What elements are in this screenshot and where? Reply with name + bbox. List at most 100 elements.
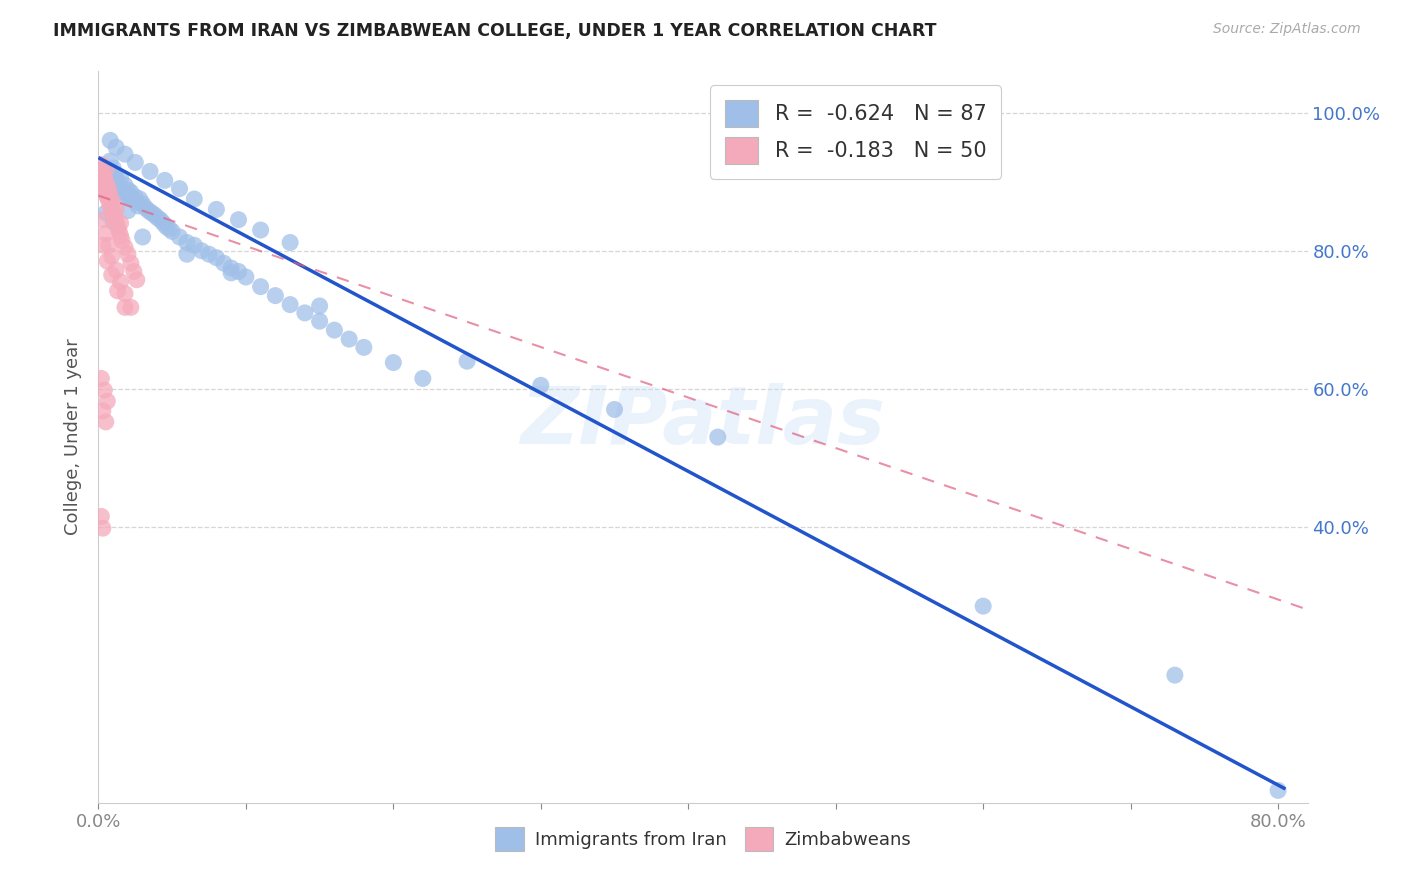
Point bbox=[104, 166, 127, 180]
Point bbox=[131, 197, 153, 211]
Point bbox=[91, 238, 114, 252]
Y-axis label: College, Under 1 year: College, Under 1 year bbox=[63, 339, 82, 535]
Point bbox=[125, 195, 148, 210]
Point bbox=[105, 263, 128, 277]
Point bbox=[107, 284, 129, 298]
Point bbox=[93, 383, 115, 397]
Point bbox=[176, 235, 198, 250]
Point bbox=[91, 521, 114, 535]
Point bbox=[139, 164, 162, 178]
Legend: Immigrants from Iran, Zimbabweans: Immigrants from Iran, Zimbabweans bbox=[486, 818, 920, 860]
Point bbox=[249, 223, 271, 237]
Point bbox=[155, 219, 177, 234]
Point bbox=[97, 183, 120, 197]
Point bbox=[1267, 783, 1289, 797]
Point bbox=[152, 216, 174, 230]
Point bbox=[235, 270, 257, 285]
Point bbox=[128, 192, 150, 206]
Point bbox=[124, 155, 146, 169]
Point bbox=[93, 175, 115, 189]
Point bbox=[169, 182, 191, 196]
Point bbox=[114, 147, 136, 161]
Point bbox=[111, 234, 134, 248]
Point bbox=[108, 183, 131, 197]
Point bbox=[94, 162, 117, 177]
Point bbox=[120, 301, 142, 315]
Point bbox=[110, 216, 132, 230]
Point bbox=[603, 402, 626, 417]
Point bbox=[308, 314, 330, 328]
Point bbox=[117, 203, 139, 218]
Point bbox=[98, 154, 121, 169]
Point bbox=[112, 188, 135, 202]
Point bbox=[160, 224, 183, 238]
Point bbox=[122, 264, 145, 278]
Point bbox=[107, 219, 129, 234]
Point bbox=[115, 187, 138, 202]
Point bbox=[249, 279, 271, 293]
Point bbox=[146, 211, 169, 225]
Point bbox=[98, 133, 121, 147]
Point bbox=[91, 178, 114, 193]
Point bbox=[294, 306, 316, 320]
Point bbox=[131, 230, 153, 244]
Point bbox=[100, 171, 122, 186]
Point bbox=[117, 247, 139, 261]
Point bbox=[91, 404, 114, 418]
Point bbox=[94, 415, 117, 429]
Point bbox=[100, 249, 122, 263]
Point bbox=[94, 168, 117, 182]
Point bbox=[143, 208, 166, 222]
Point bbox=[114, 301, 136, 315]
Point bbox=[120, 185, 142, 199]
Point bbox=[278, 235, 301, 250]
Point bbox=[90, 509, 112, 524]
Point bbox=[105, 171, 128, 186]
Point bbox=[107, 175, 129, 189]
Point bbox=[96, 190, 118, 204]
Point bbox=[157, 221, 180, 235]
Point bbox=[120, 256, 142, 270]
Point bbox=[94, 175, 117, 189]
Point bbox=[101, 161, 124, 175]
Point bbox=[105, 178, 128, 193]
Point bbox=[138, 203, 160, 218]
Point bbox=[105, 140, 128, 154]
Point bbox=[125, 273, 148, 287]
Point bbox=[118, 190, 141, 204]
Point bbox=[101, 206, 124, 220]
Text: Source: ZipAtlas.com: Source: ZipAtlas.com bbox=[1213, 22, 1361, 37]
Point bbox=[110, 171, 132, 186]
Point bbox=[219, 266, 242, 280]
Point bbox=[97, 185, 120, 199]
Point bbox=[530, 378, 553, 392]
Point bbox=[98, 188, 121, 202]
Point bbox=[101, 215, 124, 229]
Point bbox=[93, 169, 115, 184]
Point bbox=[382, 355, 405, 369]
Point bbox=[104, 211, 127, 225]
Point bbox=[219, 260, 242, 275]
Point bbox=[337, 332, 360, 346]
Point bbox=[96, 394, 118, 409]
Point bbox=[176, 247, 198, 261]
Point bbox=[117, 183, 139, 197]
Point bbox=[706, 430, 728, 444]
Point bbox=[98, 199, 121, 213]
Point bbox=[100, 203, 122, 218]
Point bbox=[228, 212, 250, 227]
Point bbox=[205, 202, 228, 217]
Point bbox=[94, 206, 117, 220]
Point bbox=[114, 240, 136, 254]
Point bbox=[110, 228, 132, 243]
Point bbox=[183, 192, 205, 206]
Point bbox=[105, 215, 128, 229]
Point bbox=[91, 161, 114, 175]
Point bbox=[308, 299, 330, 313]
Point bbox=[98, 168, 121, 182]
Point bbox=[124, 190, 146, 204]
Point bbox=[135, 201, 157, 215]
Point bbox=[198, 247, 221, 261]
Point bbox=[264, 288, 287, 302]
Point bbox=[212, 256, 235, 270]
